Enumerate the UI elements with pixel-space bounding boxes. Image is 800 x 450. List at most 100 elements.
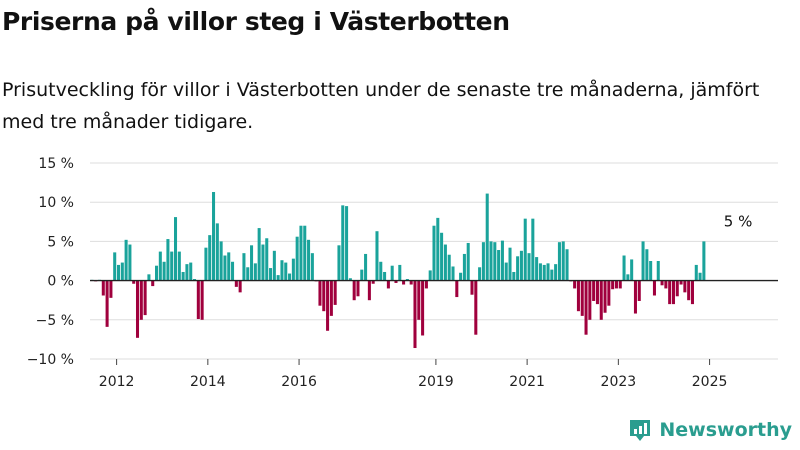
bar xyxy=(432,225,436,281)
bar xyxy=(576,280,580,312)
bar xyxy=(227,252,231,281)
bar xyxy=(497,250,501,281)
bar xyxy=(690,280,694,305)
x-tick-label: 2016 xyxy=(281,374,317,390)
bar xyxy=(649,261,653,281)
bar xyxy=(531,218,535,281)
bar xyxy=(656,261,660,281)
bar xyxy=(193,279,197,281)
bar xyxy=(272,250,276,281)
bar xyxy=(174,217,178,281)
bar xyxy=(474,280,478,335)
chart-title: Priserna på villor steg i Västerbotten xyxy=(2,7,510,36)
bar xyxy=(687,280,691,301)
bar xyxy=(523,218,527,281)
bar xyxy=(660,280,664,286)
bar xyxy=(234,280,238,287)
bar xyxy=(219,241,223,281)
bar xyxy=(485,193,489,281)
x-tick-label: 2023 xyxy=(601,374,637,390)
bar xyxy=(181,271,185,281)
bar xyxy=(375,231,379,281)
bar xyxy=(284,262,288,281)
bar xyxy=(231,261,235,281)
bar xyxy=(158,251,162,281)
bar xyxy=(105,280,109,327)
bar xyxy=(390,265,394,281)
bar xyxy=(170,251,174,281)
bar xyxy=(459,272,463,281)
bar xyxy=(489,241,493,281)
y-tick-label: 5 % xyxy=(47,234,74,250)
bar xyxy=(189,262,193,281)
bar xyxy=(652,280,656,296)
bar xyxy=(424,280,428,289)
bar xyxy=(139,280,143,320)
bar xyxy=(519,250,523,281)
bar xyxy=(276,275,280,281)
bar xyxy=(599,280,603,320)
bar xyxy=(356,280,360,297)
bar xyxy=(641,241,645,281)
bar xyxy=(151,280,155,287)
bar xyxy=(698,272,702,281)
bar xyxy=(113,252,117,281)
bar xyxy=(573,280,577,289)
bar xyxy=(417,280,421,320)
bar xyxy=(436,217,440,281)
bar xyxy=(238,280,242,293)
bar xyxy=(630,259,634,281)
bar xyxy=(280,260,284,281)
bar xyxy=(307,239,311,281)
bar xyxy=(261,244,265,281)
bar xyxy=(337,245,341,281)
newsworthy-logo-icon xyxy=(630,420,651,441)
bar xyxy=(200,280,204,320)
bar xyxy=(348,278,352,281)
bar xyxy=(470,280,474,295)
bar xyxy=(155,265,159,281)
bar xyxy=(440,232,444,281)
bar xyxy=(516,256,520,281)
bar xyxy=(508,247,512,281)
bar xyxy=(345,206,349,281)
brand-logo: Newsworthy xyxy=(627,416,792,444)
bar xyxy=(554,264,558,281)
bar xyxy=(588,280,592,320)
bar xyxy=(143,280,147,316)
bar xyxy=(542,264,546,281)
bar xyxy=(645,249,649,281)
bar xyxy=(428,270,432,281)
x-tick-label: 2019 xyxy=(418,374,454,390)
bar xyxy=(341,205,345,281)
bar xyxy=(326,280,330,331)
bar xyxy=(367,280,371,301)
bar xyxy=(204,247,208,281)
bar xyxy=(364,253,368,281)
bar xyxy=(402,280,406,285)
bar xyxy=(329,280,333,316)
bar xyxy=(101,280,105,296)
bar xyxy=(462,253,466,281)
bar xyxy=(242,253,246,281)
bar xyxy=(557,242,561,281)
bar xyxy=(618,280,622,289)
x-tick-label: 2025 xyxy=(692,374,728,390)
bar xyxy=(478,267,482,281)
bar xyxy=(147,274,151,281)
y-tick-label: 15 % xyxy=(38,156,74,172)
bar xyxy=(500,240,504,281)
bar xyxy=(386,280,390,289)
y-tick-label: −5 % xyxy=(36,313,74,329)
bar xyxy=(527,253,531,281)
bar xyxy=(253,263,257,281)
x-tick-label: 2012 xyxy=(99,374,135,390)
x-tick-label: 2021 xyxy=(509,374,545,390)
bar xyxy=(580,280,584,316)
bar xyxy=(565,249,569,281)
annotation-label: 5 % xyxy=(724,212,753,230)
brand-name: Newsworthy xyxy=(659,419,792,441)
bar xyxy=(512,271,516,281)
bar xyxy=(679,280,683,285)
bar xyxy=(109,280,113,298)
